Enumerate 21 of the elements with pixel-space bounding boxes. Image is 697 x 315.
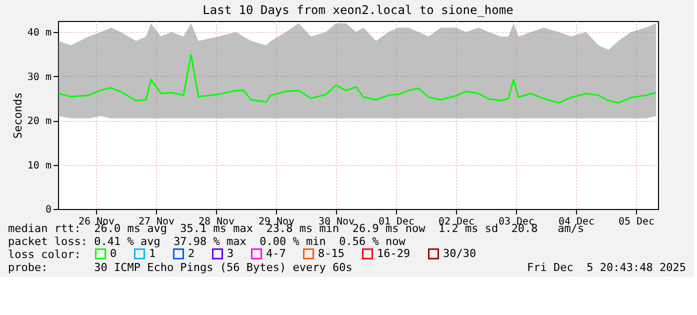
legend-label: 3 xyxy=(227,246,234,260)
legend-title: loss color: xyxy=(8,248,81,261)
legend-label: 8-15 xyxy=(318,246,344,260)
text: packet loss: 0.41 % avg 37.98 % max 0.00 % min 0.56 % now xyxy=(8,235,406,248)
legend-label: 1 xyxy=(149,246,156,260)
y-tick-label: 0 xyxy=(45,204,52,216)
legend-label: 4-7 xyxy=(266,246,286,260)
chart-title: Last 10 Days from xeon2.local to sione_home xyxy=(202,3,514,17)
x-tick-label: 05 Dec xyxy=(618,216,655,228)
line-series xyxy=(58,54,657,104)
legend-label: 2 xyxy=(188,246,195,260)
y-tick-label: 40 m xyxy=(27,28,52,39)
y-axis-title: Seconds xyxy=(11,92,24,139)
text: probe: 30 ICMP Echo Pings (56 Bytes) every 60s xyxy=(8,261,352,274)
legend-label: 16-29 xyxy=(377,246,410,260)
legend-label: 0 xyxy=(110,246,117,260)
y-tick-label: 30 m xyxy=(27,72,52,83)
y-tick-label: 20 m xyxy=(27,116,52,128)
text: Fri Dec 5 20:43:48 2025 xyxy=(527,261,686,274)
legend-label: 30/30 xyxy=(443,246,476,260)
y-tick-label: 10 m xyxy=(27,160,52,172)
